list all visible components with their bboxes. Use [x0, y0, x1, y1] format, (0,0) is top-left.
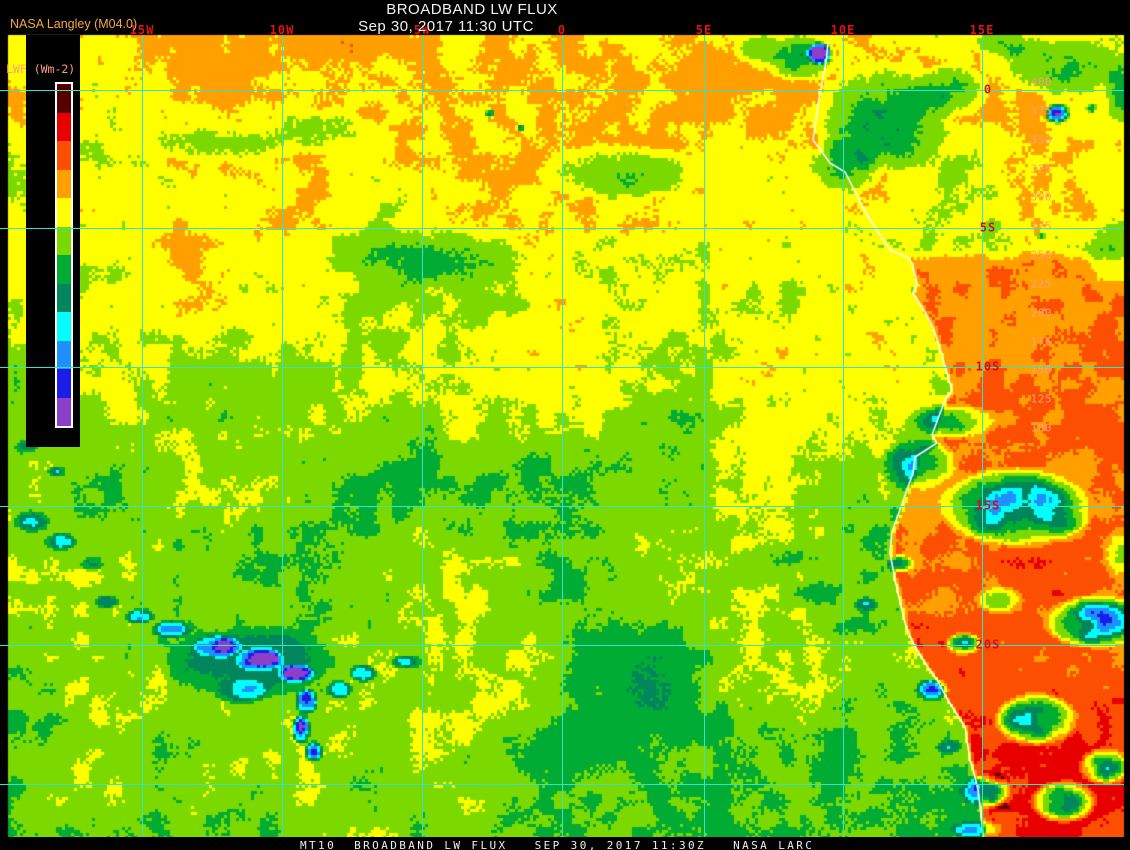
colorbar-segment	[57, 141, 71, 170]
colorbar-segment	[57, 84, 71, 113]
colorbar-segment	[57, 198, 71, 227]
parallel-gridline	[0, 90, 1124, 91]
colorbar-tick-label: 400	[1030, 75, 1052, 89]
colorbar-segment	[57, 255, 71, 284]
parallel-gridline	[0, 506, 1124, 507]
parallel-gridline	[0, 228, 1124, 229]
meridian-gridline	[422, 35, 423, 837]
footer-status-text: MT10 BROADBAND LW FLUX SEP 30, 2017 11:3…	[300, 839, 815, 850]
latitude-label: 15S	[975, 498, 1001, 513]
colorbar-segment	[57, 369, 71, 398]
colorbar-tick-label: 350	[1030, 133, 1052, 147]
parallel-gridline	[0, 784, 1124, 785]
longitude-label: 0	[557, 23, 567, 37]
meridian-gridline	[142, 35, 143, 837]
nasa-langley-label: NASA Langley (M04.0)	[10, 17, 138, 31]
colorbar-tick-label: 100	[1030, 421, 1052, 435]
colorbar-tick-label: 200	[1030, 306, 1052, 320]
colorbar-segment	[57, 226, 71, 255]
footer-bar	[0, 837, 1130, 850]
colorbar-tick-label: 250	[1030, 248, 1052, 262]
page-title: BROADBAND LW FLUX	[386, 1, 558, 18]
colorbar-tick-label: 325	[1030, 162, 1052, 175]
parallel-gridline	[0, 645, 1124, 646]
parallel-gridline	[0, 367, 1124, 368]
longitude-label: 10E	[830, 23, 856, 37]
colorbar-tick-label: 275	[1030, 219, 1052, 233]
colorbar-segment	[57, 397, 71, 426]
colorbar-units-label: LWF (Wm-2)	[6, 62, 76, 76]
meridian-gridline	[704, 35, 705, 837]
colorbar-tick-label: 375	[1030, 104, 1052, 118]
latitude-label: 10S	[975, 359, 1001, 374]
meridian-gridline	[843, 35, 844, 837]
colorbar-segment	[57, 283, 71, 312]
longitude-label: 5W	[413, 23, 431, 37]
colorbar-segment	[57, 112, 71, 141]
colorbar-segment	[57, 340, 71, 369]
timestamp-label: Sep 30, 2017 11:30 UTC	[358, 18, 534, 35]
colorbar-tick-label: 225	[1030, 277, 1052, 291]
longitude-label: 15E	[969, 23, 995, 37]
meridian-gridline	[282, 35, 283, 837]
colorbar	[55, 82, 73, 428]
colorbar-tick-label: 150	[1030, 363, 1052, 377]
longitude-label: 10W	[269, 23, 295, 37]
latitude-label: 0	[983, 82, 993, 97]
longitude-label: 5E	[695, 23, 713, 37]
longitude-label: 15W	[129, 23, 155, 37]
colorbar-segment	[57, 169, 71, 198]
latitude-label: 5S	[979, 220, 997, 235]
latitude-label: 20S	[975, 637, 1001, 652]
colorbar-tick-label: 175	[1030, 335, 1052, 348]
meridian-gridline	[562, 35, 563, 837]
colorbar-tick-label: 300	[1030, 190, 1052, 204]
colorbar-tick-label: 125	[1030, 392, 1052, 406]
colorbar-segment	[57, 312, 71, 341]
meridian-gridline	[982, 35, 983, 837]
